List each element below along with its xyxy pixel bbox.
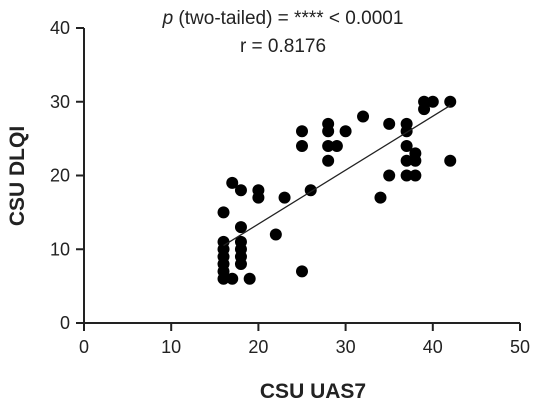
data-point <box>357 110 370 123</box>
data-point <box>418 95 431 108</box>
data-point <box>426 95 439 108</box>
data-point <box>252 184 265 197</box>
data-point <box>409 169 422 182</box>
data-point <box>322 140 335 152</box>
data-point <box>409 147 422 160</box>
p-value-annotation: p (two-tailed) = **** < 0.0001 <box>162 8 404 29</box>
data-point <box>278 191 291 204</box>
data-point <box>400 117 413 130</box>
data-point <box>400 140 413 152</box>
data-point <box>374 191 387 204</box>
x-tick-label: 20 <box>248 337 268 357</box>
y-axis-ticks: 0 10 20 30 40 <box>50 18 84 333</box>
correlation-annotation: r = 0.8176 <box>240 36 326 57</box>
data-point <box>322 154 335 167</box>
x-tick-label: 40 <box>423 337 443 357</box>
data-point <box>296 140 308 152</box>
x-axis-title: CSU UAS7 <box>260 380 366 403</box>
data-point <box>330 140 343 152</box>
regression-line <box>223 104 451 247</box>
data-point <box>296 265 308 278</box>
y-tick-label: 0 <box>60 313 70 333</box>
y-tick-label: 30 <box>50 92 70 112</box>
y-tick-label: 20 <box>50 166 70 186</box>
data-point <box>269 228 282 241</box>
x-tick-label: 30 <box>336 337 356 357</box>
x-tick-label: 10 <box>161 337 181 357</box>
y-axis-title: CSU DLQI <box>6 126 29 226</box>
x-axis-ticks: 0 10 20 30 40 50 <box>79 323 530 357</box>
data-point <box>322 117 335 130</box>
data-point <box>400 154 413 167</box>
data-point <box>383 117 396 130</box>
data-points <box>217 95 457 285</box>
data-point <box>217 206 230 219</box>
data-point <box>296 125 308 138</box>
x-tick-label: 0 <box>79 337 89 357</box>
y-tick-label: 40 <box>50 18 70 38</box>
data-point <box>444 154 457 167</box>
data-point <box>217 235 230 248</box>
data-point <box>383 169 396 182</box>
x-tick-label: 50 <box>510 337 530 357</box>
data-point <box>243 272 256 285</box>
p-value-text: (two-tailed) = **** < 0.0001 <box>173 8 403 29</box>
data-point <box>444 95 457 108</box>
data-point <box>226 176 239 189</box>
data-point <box>234 221 247 234</box>
data-point <box>234 184 247 197</box>
data-point <box>226 272 239 285</box>
y-tick-label: 10 <box>50 239 70 259</box>
data-point <box>400 169 413 182</box>
data-point <box>339 125 352 138</box>
data-point <box>234 235 247 248</box>
p-symbol: p <box>162 8 174 29</box>
